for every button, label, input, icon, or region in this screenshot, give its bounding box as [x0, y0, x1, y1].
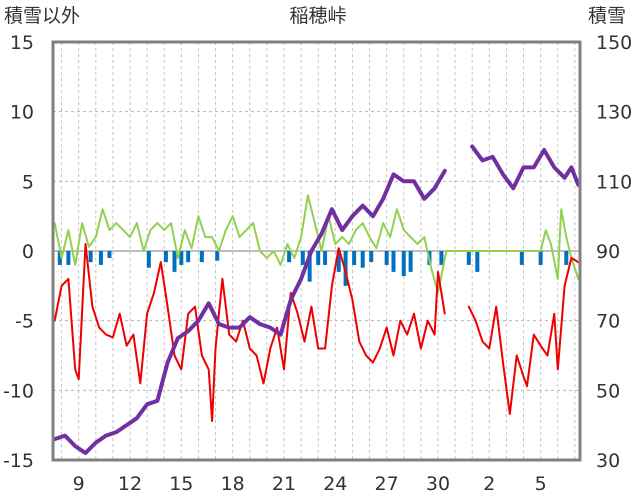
y-right-tick-label: 30: [596, 450, 620, 472]
temperature-line: [53, 243, 446, 422]
snow-depth-series: [52, 144, 581, 455]
y-left-tick-label: 5: [22, 171, 34, 193]
precipitation-bar: [146, 251, 151, 268]
precipitation-bar: [384, 251, 389, 265]
precipitation-bar: [179, 251, 184, 265]
y-left-tick-label: 15: [10, 32, 34, 54]
precipitation-bar: [519, 251, 524, 265]
precipitation-bar: [466, 251, 471, 265]
precipitation-bar: [307, 251, 312, 282]
precipitation-bar: [215, 251, 220, 261]
x-tick-label: 15: [169, 473, 193, 495]
precipitation-bars: [57, 251, 569, 286]
x-tick-label: 12: [118, 473, 142, 495]
precipitation-bar: [369, 251, 374, 263]
precipitation-bar: [88, 251, 93, 263]
x-tick-label: 18: [221, 473, 245, 495]
x-tick-label: 5: [535, 473, 547, 495]
precipitation-bar: [323, 251, 328, 265]
y-left-axis-ticks: 15 10 5 0 -5 -10 -15: [3, 32, 34, 472]
x-axis-ticks: 9 12 15 18 21 24 27 30 2 5: [73, 473, 547, 495]
precipitation-bar: [107, 251, 112, 258]
y-right-tick-label: 70: [596, 311, 620, 333]
precipitation-bar: [57, 251, 62, 265]
y-right-tick-label: 110: [596, 171, 632, 193]
temperature-series: [53, 243, 580, 422]
snow_change-line: [53, 194, 580, 294]
plot-frame: [51, 40, 582, 462]
precipitation-bar: [300, 251, 305, 265]
y-left-axis-title: 積雪以外: [4, 5, 80, 27]
y-left-tick-label: 10: [10, 102, 34, 124]
precipitation-bar: [199, 251, 204, 263]
y-left-tick-label: -10: [3, 380, 34, 402]
precipitation-bar: [186, 251, 191, 263]
y-left-tick-label: -15: [3, 450, 34, 472]
x-tick-label: 27: [375, 473, 399, 495]
precipitation-bar: [336, 251, 341, 272]
chart-title: 稲穂峠: [289, 5, 346, 27]
y-right-axis-title: 積雪: [588, 5, 626, 27]
x-tick-label: 30: [426, 473, 450, 495]
x-tick-label: 9: [73, 473, 85, 495]
precipitation-bar: [391, 251, 396, 272]
precipitation-bar: [352, 251, 357, 265]
x-tick-label: 2: [483, 473, 495, 495]
y-left-tick-label: 0: [22, 241, 34, 263]
y-right-tick-label: 150: [596, 32, 632, 54]
x-tick-label: 24: [323, 473, 347, 495]
precipitation-bar: [316, 251, 321, 265]
snow-change-series: [53, 194, 580, 294]
precipitation-bar: [66, 251, 71, 265]
precipitation-bar: [408, 251, 413, 272]
y-right-axis-ticks: 150 130 110 90 70 50 30: [596, 32, 632, 472]
snow_depth-line: [52, 168, 447, 455]
x-tick-label: 21: [272, 473, 296, 495]
snow_depth-line: [470, 144, 581, 191]
precipitation-bar: [98, 251, 103, 265]
y-right-tick-label: 130: [596, 102, 632, 124]
precipitation-bar: [564, 251, 569, 265]
precipitation-bar: [439, 251, 444, 265]
temperature-line: [467, 257, 580, 415]
precipitation-bar: [360, 251, 365, 268]
precipitation-bar: [475, 251, 480, 272]
precipitation-bar: [538, 251, 543, 265]
y-left-tick-label: -5: [15, 311, 34, 333]
precipitation-bar: [401, 251, 406, 277]
precipitation-bar: [172, 251, 177, 272]
precipitation-bar: [287, 251, 292, 263]
y-right-tick-label: 50: [596, 380, 620, 402]
precipitation-bar: [163, 251, 168, 263]
y-right-tick-label: 90: [596, 241, 620, 263]
